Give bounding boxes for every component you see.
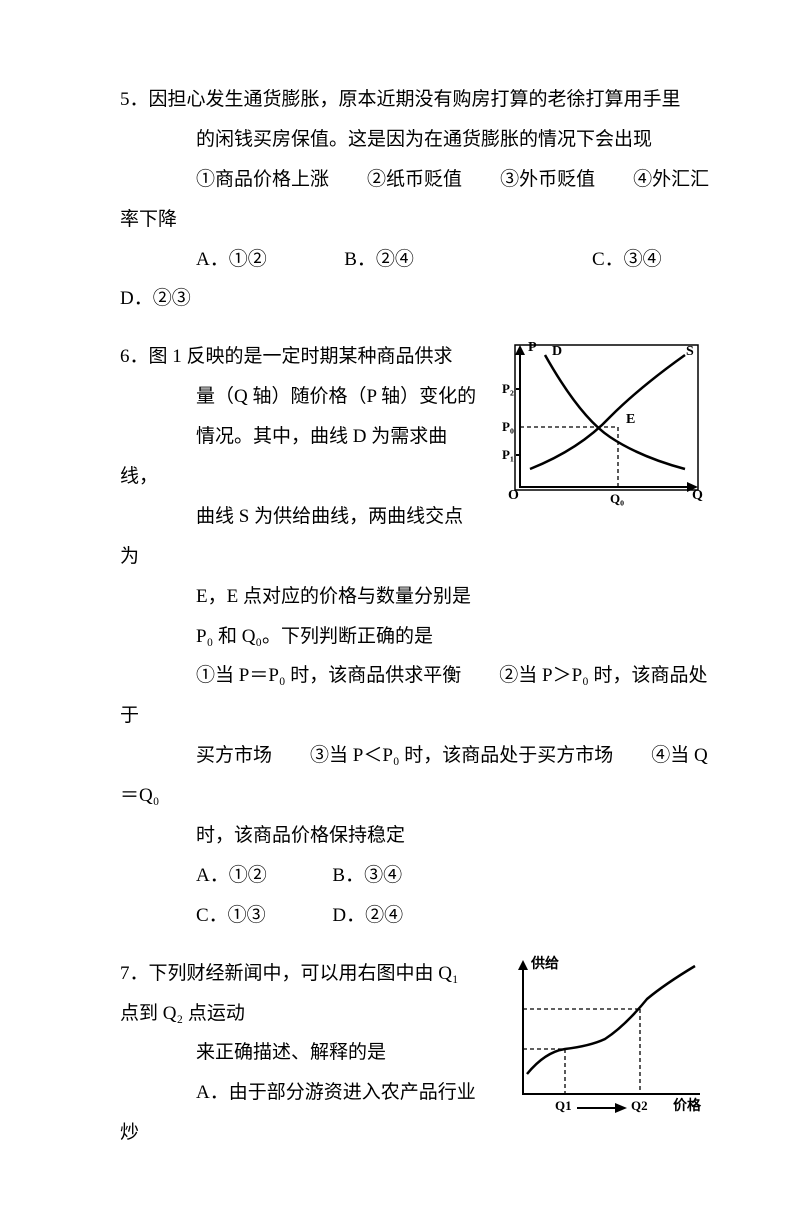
q6-options-1: A．①② B．③④ [120,856,710,896]
q5-optC: C．③④ [592,249,662,270]
q7-optA: A．由于部分游资进入农产品行业炒 [120,1073,485,1153]
lbl-E: E [626,412,635,427]
q7-l1b: 点到 Q₂ 点运动 [120,994,485,1034]
q5-statements-cont: 率下降 [120,200,710,240]
lbl-S: S [686,344,694,359]
q6-optD: D．②④ [332,905,403,926]
q6-t3: 情况。其中，曲线 D 为需求曲线， [120,417,478,497]
q5-s2: ②纸币贬值 [367,169,462,190]
q6-optB: B．③④ [332,865,402,886]
lbl-P1: P₁ [502,447,514,462]
move-arrow-head [615,1103,627,1113]
q6-optC: C．①③ [120,896,266,936]
lbl-Q: Q [692,488,703,503]
supply-demand-chart: P D S O Q E P₂ P₀ P₁ Q₀ [490,337,710,512]
q6-l1: 6．图 1 反映的是一定时期某种商品供求 [120,337,478,377]
lbl2-Q2: Q2 [631,1098,648,1113]
q5-statements: ①商品价格上涨 ②纸币贬值 ③外币贬值 ④外汇汇 [120,160,710,200]
q5-s4: ④外汇汇 [633,169,709,190]
lbl-D: D [552,344,562,359]
q6-optA: A．①② [120,856,267,896]
q5-optD: D．②③ [120,279,710,319]
q6-s1c: 时，该商品价格保持稳定 [120,816,710,856]
q7-t1: 下列财经新闻中，可以用右图中由 Q₁ [149,963,459,984]
q5-number: 5． [120,89,149,110]
q5-stem-line2: 的闲钱买房保值。这是因为在通货膨胀的情况下会出现 [120,120,710,160]
q6-s1: ①当 P＝P₀ 时，该商品供求平衡 ②当 P＞P₀ 时，该商品处于 [120,656,710,736]
q6-t6: P₀ 和 Q₀。下列判断正确的是 [120,617,478,657]
lbl-P: P [528,340,537,355]
y-arrow [515,345,525,355]
q5-l1: 因担心发生通货膨胀，原本近期没有购房打算的老徐打算用手里 [149,89,681,110]
question-5: 5．因担心发生通货膨胀，原本近期没有购房打算的老徐打算用手里 的闲钱买房保值。这… [120,80,710,319]
lbl-Q0: Q₀ [610,491,624,506]
q6-number: 6． [120,346,149,367]
lbl-O: O [508,488,519,503]
lbl-P0: P₀ [502,419,514,434]
q6-options-2: C．①③ D．②④ [120,896,710,936]
q7-number: 7． [120,963,149,984]
question-7: 7．下列财经新闻中，可以用右图中由 Q₁ 点到 Q₂ 点运动 来正确描述、解释的… [120,954,710,1153]
q7-t2: 来正确描述、解释的是 [120,1033,485,1073]
supply-curve2 [527,966,695,1074]
lbl2-X: 价格 [673,1097,702,1114]
q6-t1: 图 1 反映的是一定时期某种商品供求 [149,346,453,367]
q5-options: A．①② B．②④ C．③④ [120,240,710,280]
supply-shift-chart: 供给 价格 Q1 Q2 [495,954,710,1124]
q5-s3: ③外币贬值 [500,169,595,190]
q6-t4: 曲线 S 为供给曲线，两曲线交点为 [120,497,478,577]
q5-optB: B．②④ [344,249,414,270]
q6-t2: 量（Q 轴）随价格（P 轴）变化的 [120,377,478,417]
lbl2-Y: 供给 [530,955,559,972]
q5-s1: ①商品价格上涨 [196,169,329,190]
question-6: 6．图 1 反映的是一定时期某种商品供求 量（Q 轴）随价格（P 轴）变化的 情… [120,337,710,935]
supply-curve [530,355,685,469]
q6-s1b: 买方市场 ③当 P＜P₀ 时，该商品处于买方市场 ④当 Q＝Q₀ [120,736,710,816]
q5-optA: A．①② [120,240,267,280]
lbl-P2: P₂ [502,381,514,396]
axis2 [523,962,700,1094]
q6-t5: E，E 点对应的价格与数量分别是 [120,577,478,617]
lbl2-Q1: Q1 [555,1098,572,1113]
y-arrow2 [518,960,528,970]
q7-l1: 7．下列财经新闻中，可以用右图中由 Q₁ [120,954,485,994]
q5-stem-line1: 5．因担心发生通货膨胀，原本近期没有购房打算的老徐打算用手里 [120,80,710,120]
